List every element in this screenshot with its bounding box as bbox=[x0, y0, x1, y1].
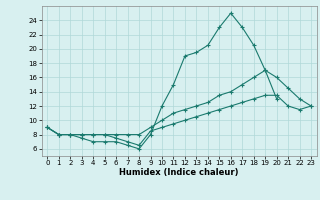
X-axis label: Humidex (Indice chaleur): Humidex (Indice chaleur) bbox=[119, 168, 239, 177]
